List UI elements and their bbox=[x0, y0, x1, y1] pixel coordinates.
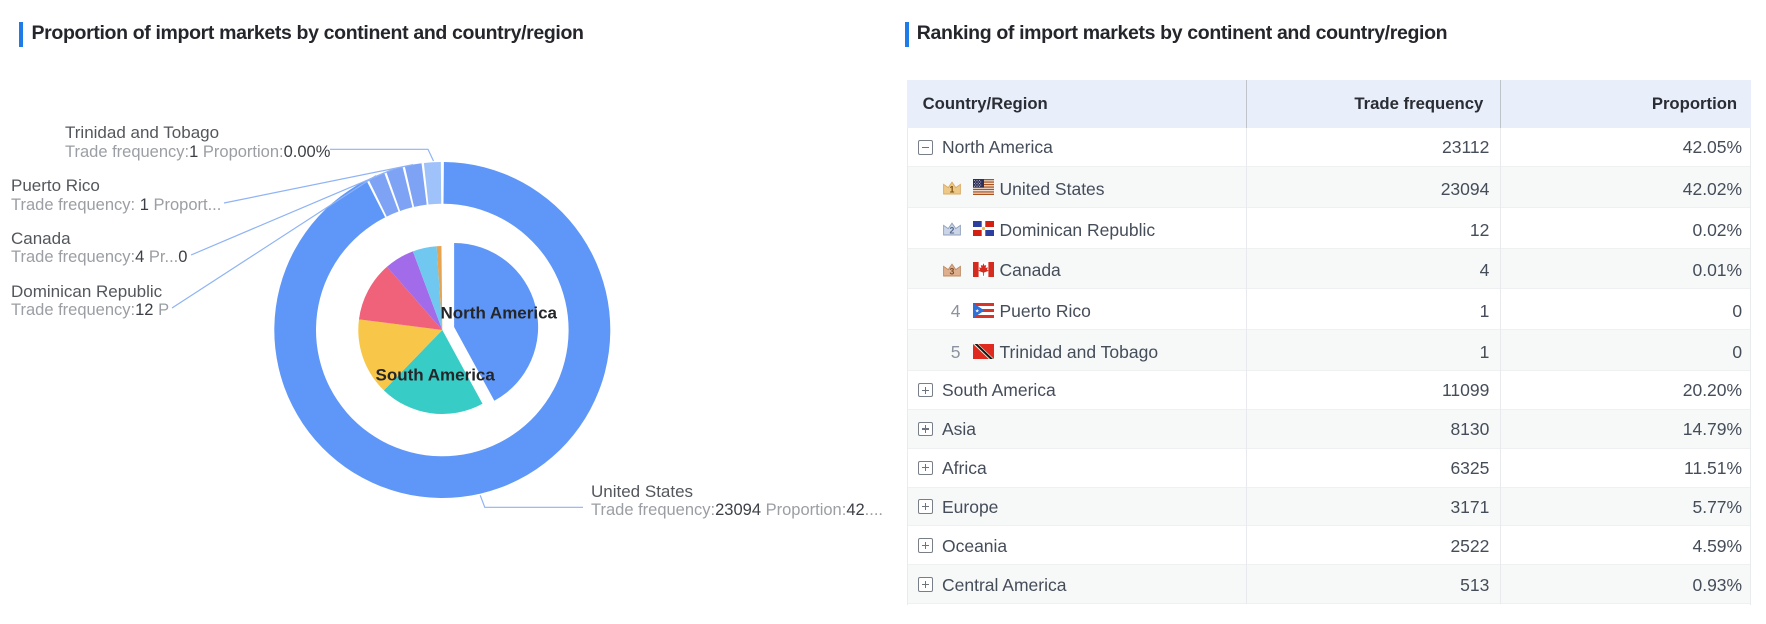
svg-text:3: 3 bbox=[950, 266, 955, 276]
svg-text:South America: South America bbox=[376, 365, 496, 384]
svg-text:1: 1 bbox=[950, 184, 955, 194]
svg-text:North America: North America bbox=[441, 304, 558, 323]
svg-text:2: 2 bbox=[950, 225, 955, 235]
